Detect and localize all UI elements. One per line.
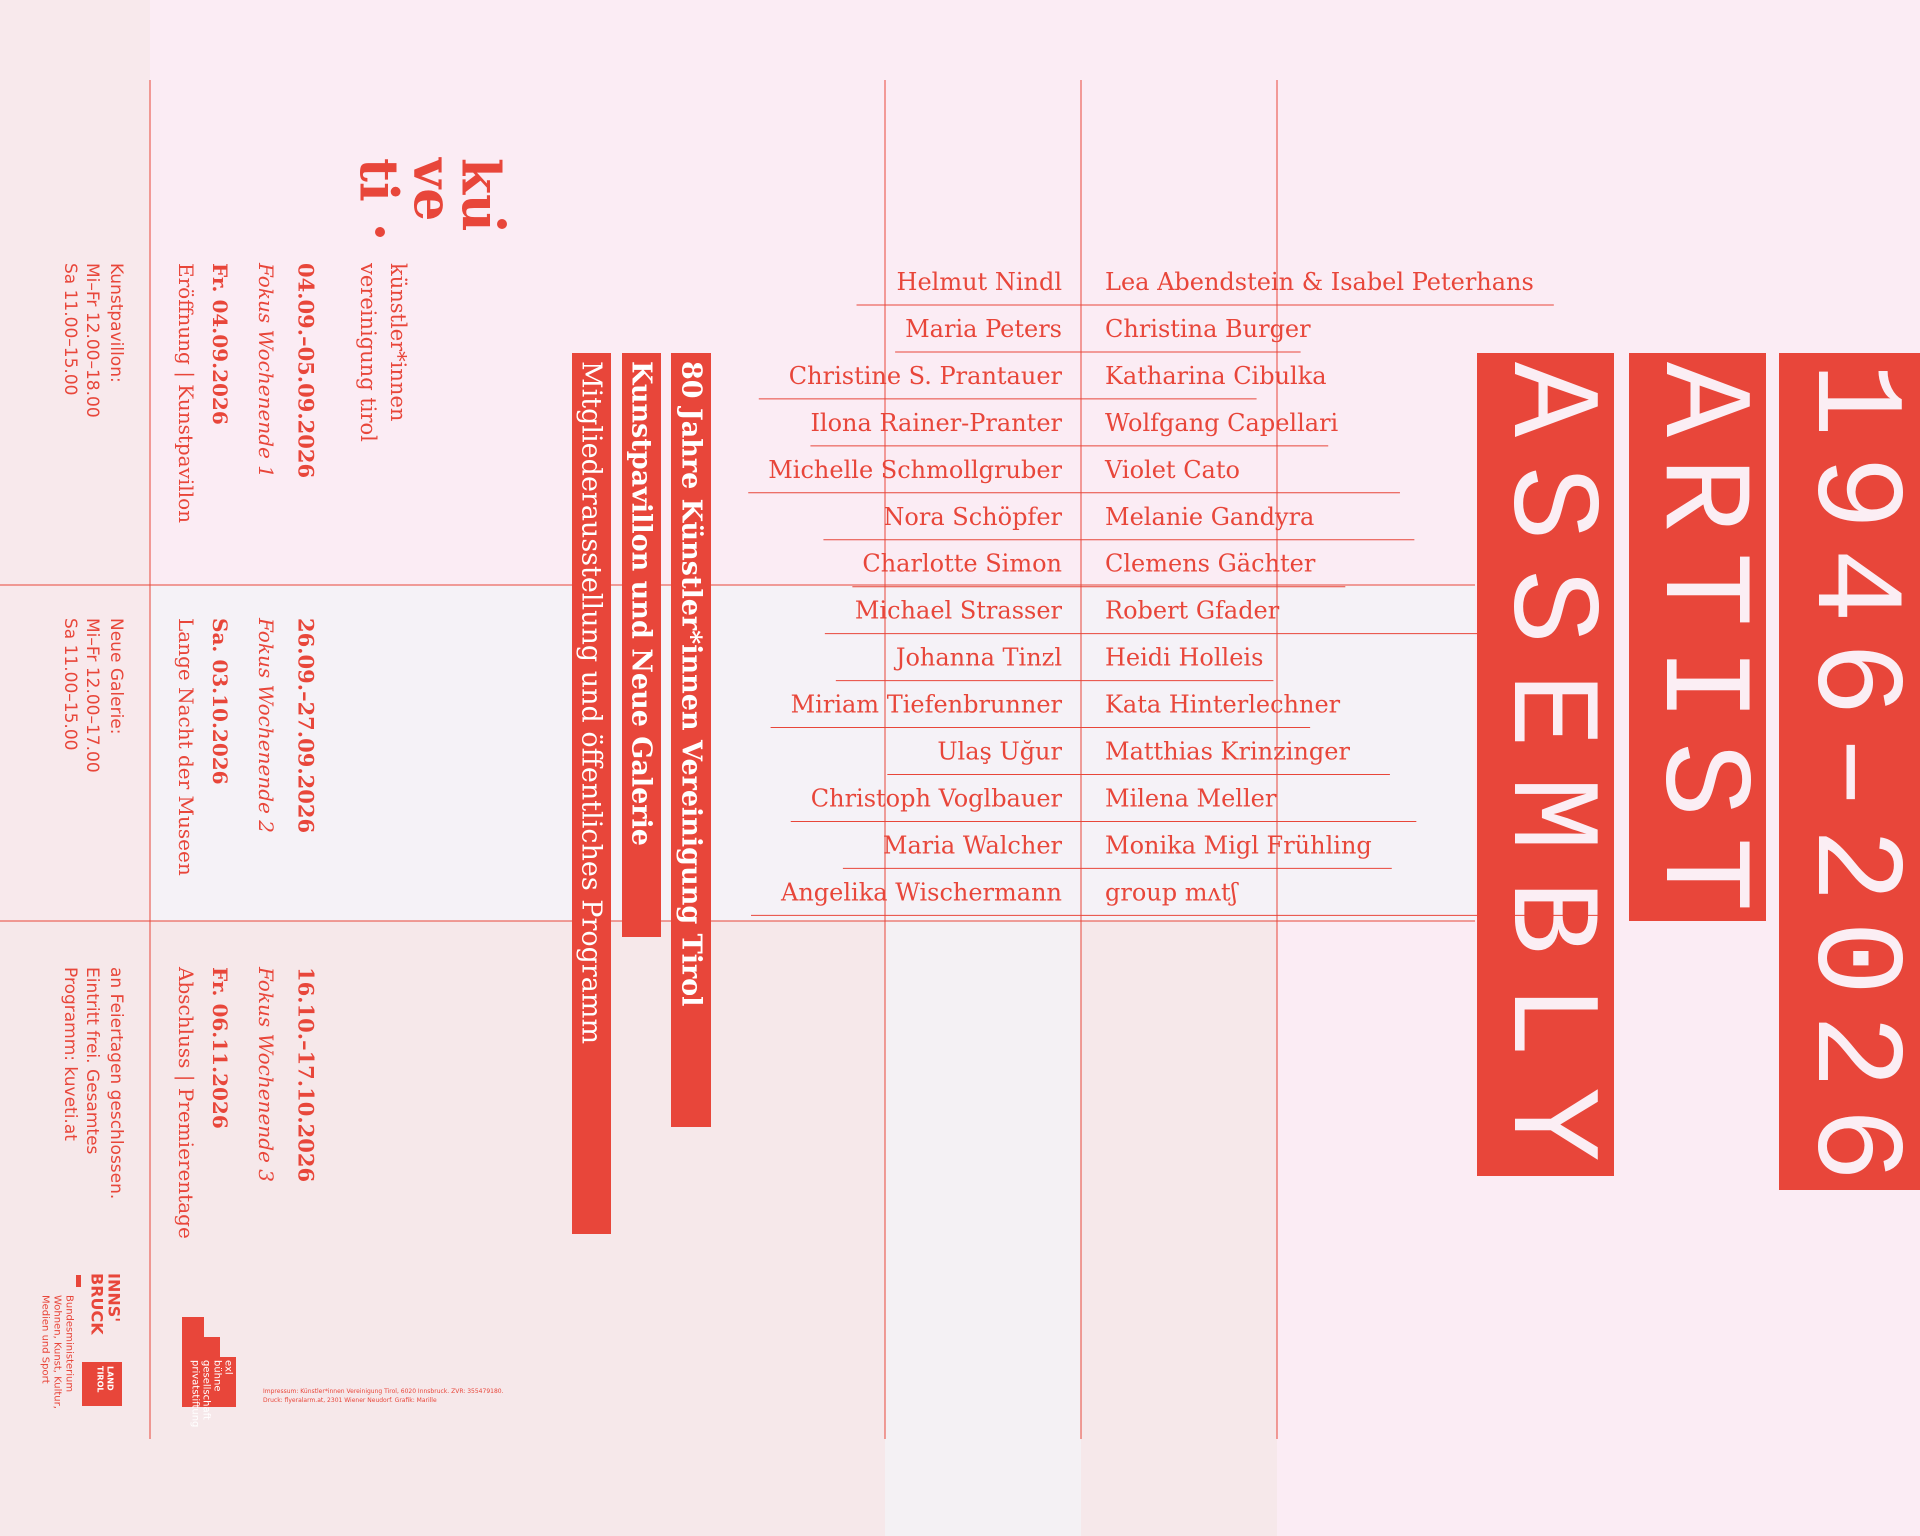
logo-dot: [497, 219, 507, 229]
exl-text: exl: [223, 1360, 234, 1375]
organization-name: vereinigung tirol: [356, 262, 380, 442]
artist-name: Katharina Cibulka: [1105, 362, 1327, 390]
artist-name: Miriam Tiefenbrunner: [791, 691, 1063, 719]
opening-info: Programm: kuveti.at: [60, 967, 80, 1141]
schedule-focus: Fokus Wochenende 2: [254, 617, 278, 833]
exl-text: privatstiftung: [190, 1360, 201, 1427]
event-name: Lange Nacht der Museen: [174, 618, 198, 876]
innsbruck-logo: BRUCK: [88, 1273, 107, 1335]
event-name: Abschluss | Premierentage: [173, 966, 198, 1239]
artist-name: Heidi Holleis: [1105, 644, 1263, 672]
title-years: 1946–2026: [1781, 362, 1920, 1182]
artist-name: Maria Walcher: [883, 831, 1063, 859]
artist-name: Nora Schöpfer: [883, 503, 1062, 531]
exl-text: bühne: [212, 1360, 223, 1392]
organization-name: künstler*innen: [386, 263, 410, 421]
logo-text: ku: [450, 158, 511, 232]
opening-info: Mi–Fr 12.00–18.00: [82, 263, 102, 418]
ministry-text: Wohnen, Kunst, Kultur,: [52, 1295, 63, 1409]
event-date: Fr. 06.11.2026: [208, 967, 232, 1129]
opening-info: Sa 11.00–15.00: [60, 618, 80, 750]
title-bar: [1779, 353, 1920, 1190]
land-tirol-text: LAND: [106, 1366, 115, 1391]
event-date: Fr. 04.09.2026: [208, 263, 232, 425]
artist-name: Clemens Gächter: [1105, 550, 1316, 578]
imprint: Impressum: Künstler*innen Vereinigung Ti…: [263, 1388, 504, 1395]
opening-info: Sa 11.00–15.00: [60, 263, 80, 395]
schedule-focus: Fokus Wochenende 1: [254, 262, 278, 478]
logo-text: ve: [402, 157, 463, 221]
column-band: [885, 921, 1081, 1536]
exl-logo: [182, 1317, 236, 1407]
exl-text: gesellschaft: [201, 1360, 212, 1420]
artist-name: Kata Hinterlechner: [1105, 691, 1341, 719]
artist-name: Christina Burger: [1105, 315, 1311, 343]
bars: [76, 219, 1920, 1407]
event-date: Sa. 03.10.2026: [208, 618, 232, 785]
artist-name: Ilona Rainer-Pranter: [810, 409, 1062, 437]
headline: Mitgliederausstellung und öffentliches P…: [576, 361, 607, 1044]
artist-name: Violet Cato: [1104, 456, 1240, 484]
grid: [0, 80, 1475, 1439]
land-tirol-logo: [82, 1362, 122, 1406]
opening-info: Mi–Fr 12.00–17.00: [82, 618, 102, 773]
logo-dot: [375, 227, 385, 237]
event-name: Eröffnung | Kunstpavillon: [173, 263, 198, 523]
artist-name: Wolfgang Capellari: [1105, 409, 1339, 437]
opening-info: Eintritt frei. Gesamtes: [82, 967, 102, 1155]
schedule-dates: 16.10.–17.10.2026: [294, 967, 319, 1182]
artist-name: Lea Abendstein & Isabel Peterhans: [1105, 268, 1534, 296]
artist-name: Monika Migl Frühling: [1105, 831, 1372, 859]
artist-name: Christine S. Prantauer: [789, 362, 1063, 390]
ministry-text: Bundesministerium: [64, 1295, 75, 1392]
imprint: Druck: flyeralarm.at, 2301 Wiener Neudor…: [263, 1397, 437, 1404]
artist-name: Johanna Tinzl: [893, 644, 1062, 672]
title-bar: [1629, 353, 1766, 921]
artist-name: Ulaş Uğur: [937, 738, 1062, 766]
artist-name: Charlotte Simon: [862, 550, 1062, 578]
artist-name: Matthias Krinzinger: [1105, 738, 1350, 766]
artist-name: Milena Meller: [1105, 784, 1277, 812]
ministry-mark: [76, 1275, 81, 1287]
opening-info: Kunstpavillon:: [106, 263, 126, 383]
schedule-dates: 26.09.–27.09.2026: [294, 618, 319, 833]
headline: 80 Jahre Künstler*innen Vereinigung Tiro…: [676, 361, 707, 1006]
land-tirol-text: TIROL: [96, 1366, 105, 1393]
headline-bar: [671, 353, 711, 1127]
artist-name: Maria Peters: [905, 315, 1062, 343]
artist-name: group mʌtʃ: [1105, 878, 1239, 906]
headline-bar: [572, 353, 611, 1234]
schedule-dates: 04.09.–05.09.2026: [294, 263, 319, 478]
artist-name: Christoph Voglbauer: [811, 784, 1063, 812]
artist-name: Helmut Nindl: [897, 268, 1062, 296]
ministry-text: Medien und Sport: [40, 1295, 51, 1384]
artist-name: Michelle Schmollgruber: [768, 456, 1062, 484]
innsbruck-logo: INNS': [105, 1273, 124, 1322]
headline: Kunstpavillon und Neue Galerie: [626, 361, 657, 846]
schedule-focus: Fokus Wochenende 3: [254, 966, 278, 1182]
title-bar: [1477, 353, 1614, 1176]
artist-name: Michael Strasser: [855, 597, 1063, 625]
artist-name: Melanie Gandyra: [1105, 503, 1314, 531]
headline-bar: [622, 353, 661, 937]
middle-band: [150, 585, 1475, 921]
opening-info: an Feiertagen geschlossen.: [106, 967, 126, 1199]
opening-info: Neue Galerie:: [106, 618, 126, 735]
logo-text: ti: [348, 158, 409, 202]
artist-name: Angelika Wischermann: [780, 878, 1062, 906]
artist-name: Robert Gfader: [1105, 597, 1280, 625]
